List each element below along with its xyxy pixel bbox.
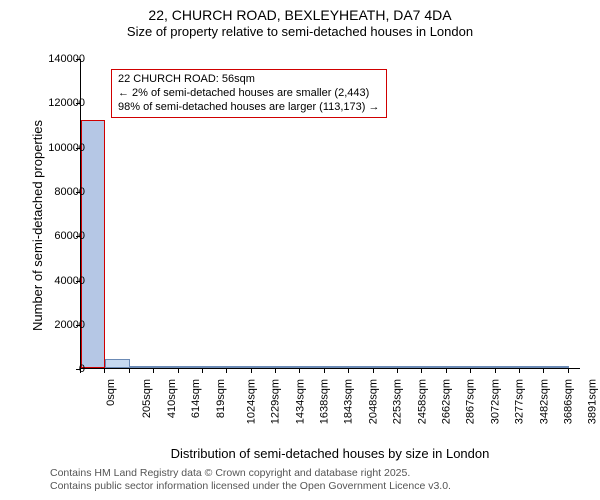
x-tick-mark bbox=[80, 369, 81, 373]
histogram-bar bbox=[203, 366, 227, 368]
histogram-bar bbox=[179, 366, 203, 368]
x-tick-label: 3277sqm bbox=[513, 379, 525, 424]
histogram-bar bbox=[374, 366, 398, 368]
histogram-bar bbox=[227, 366, 251, 368]
x-tick-label: 2867sqm bbox=[465, 379, 477, 424]
x-tick-label: 2253sqm bbox=[391, 379, 403, 424]
y-tick-mark bbox=[76, 325, 80, 326]
chart-title-block: 22, CHURCH ROAD, BEXLEYHEATH, DA7 4DA Si… bbox=[0, 0, 600, 41]
x-tick-mark bbox=[299, 369, 300, 373]
x-tick-label: 614sqm bbox=[190, 379, 202, 418]
y-tick-mark bbox=[76, 236, 80, 237]
x-tick-mark bbox=[495, 369, 496, 373]
y-tick-mark bbox=[76, 192, 80, 193]
x-tick-mark bbox=[324, 369, 325, 373]
x-tick-label: 3891sqm bbox=[586, 379, 598, 424]
x-tick-mark bbox=[519, 369, 520, 373]
x-tick-mark bbox=[421, 369, 422, 373]
x-tick-mark bbox=[226, 369, 227, 373]
x-tick-mark bbox=[568, 369, 569, 373]
title-line-2: Size of property relative to semi-detach… bbox=[0, 24, 600, 41]
x-tick-mark bbox=[275, 369, 276, 373]
x-tick-label: 3072sqm bbox=[489, 379, 501, 424]
x-tick-label: 2048sqm bbox=[367, 379, 379, 424]
x-tick-label: 0sqm bbox=[105, 379, 117, 406]
annotation-line-1: 22 CHURCH ROAD: 56sqm bbox=[118, 73, 380, 87]
histogram-bar bbox=[154, 366, 178, 368]
y-tick-mark bbox=[76, 148, 80, 149]
x-tick-label: 3482sqm bbox=[538, 379, 550, 424]
histogram-bar-highlight bbox=[81, 120, 105, 368]
x-tick-label: 1843sqm bbox=[343, 379, 355, 424]
x-tick-label: 1638sqm bbox=[318, 379, 330, 424]
x-tick-mark bbox=[397, 369, 398, 373]
x-tick-mark bbox=[129, 369, 130, 373]
attribution-line-1: Contains HM Land Registry data © Crown c… bbox=[50, 467, 451, 481]
y-tick-mark bbox=[76, 103, 80, 104]
histogram-bar bbox=[325, 366, 349, 368]
histogram-bar bbox=[130, 366, 154, 368]
x-tick-mark bbox=[373, 369, 374, 373]
annotation-line-2: ← 2% of semi-detached houses are smaller… bbox=[118, 87, 380, 101]
histogram-bar bbox=[471, 366, 495, 368]
x-tick-mark bbox=[178, 369, 179, 373]
x-tick-label: 1434sqm bbox=[294, 379, 306, 424]
x-tick-label: 1229sqm bbox=[270, 379, 282, 424]
attribution-block: Contains HM Land Registry data © Crown c… bbox=[0, 467, 459, 498]
histogram-bar bbox=[423, 366, 447, 368]
histogram-bar bbox=[301, 366, 325, 368]
histogram-bar bbox=[520, 366, 544, 368]
histogram-bar bbox=[447, 366, 471, 368]
x-tick-label: 1024sqm bbox=[245, 379, 257, 424]
histogram-bar bbox=[349, 366, 373, 368]
plot-box: 22 CHURCH ROAD: 56sqm ← 2% of semi-detac… bbox=[80, 59, 580, 369]
x-tick-label: 205sqm bbox=[142, 379, 154, 418]
y-tick-mark bbox=[76, 281, 80, 282]
histogram-bar bbox=[545, 366, 569, 368]
x-tick-mark bbox=[446, 369, 447, 373]
histogram-bar bbox=[252, 366, 276, 368]
x-tick-mark bbox=[153, 369, 154, 373]
histogram-bar bbox=[496, 366, 520, 368]
histogram-bar bbox=[105, 359, 129, 368]
x-tick-mark bbox=[348, 369, 349, 373]
x-tick-mark bbox=[104, 369, 105, 373]
x-tick-mark bbox=[543, 369, 544, 373]
x-tick-label: 410sqm bbox=[166, 379, 178, 418]
x-axis-title: Distribution of semi-detached houses by … bbox=[80, 446, 580, 461]
annotation-box: 22 CHURCH ROAD: 56sqm ← 2% of semi-detac… bbox=[111, 69, 387, 118]
title-line-1: 22, CHURCH ROAD, BEXLEYHEATH, DA7 4DA bbox=[0, 6, 600, 24]
histogram-bar bbox=[398, 366, 422, 368]
x-tick-mark bbox=[251, 369, 252, 373]
x-tick-label: 2458sqm bbox=[416, 379, 428, 424]
x-tick-mark bbox=[470, 369, 471, 373]
x-tick-label: 3686sqm bbox=[562, 379, 574, 424]
x-tick-mark bbox=[202, 369, 203, 373]
histogram-bar bbox=[276, 366, 300, 368]
x-tick-label: 2662sqm bbox=[440, 379, 452, 424]
annotation-line-3: 98% of semi-detached houses are larger (… bbox=[118, 101, 380, 115]
y-tick-mark bbox=[76, 59, 80, 60]
chart-area: Number of semi-detached properties 22 CH… bbox=[50, 41, 590, 401]
attribution-line-2: Contains public sector information licen… bbox=[50, 480, 451, 494]
x-tick-label: 819sqm bbox=[215, 379, 227, 418]
